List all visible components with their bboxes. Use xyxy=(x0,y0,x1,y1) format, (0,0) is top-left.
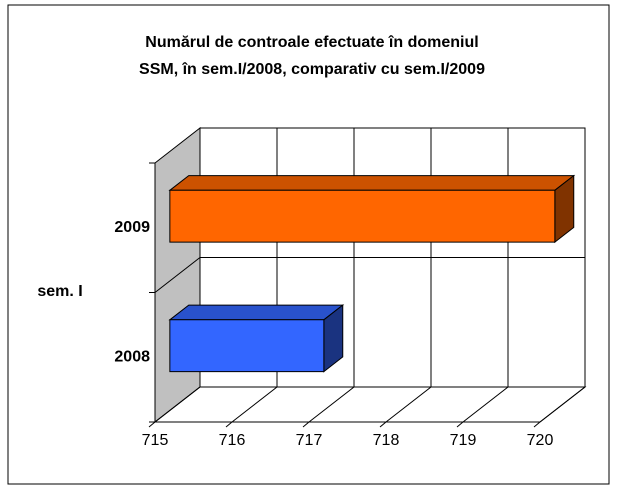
bar xyxy=(168,304,345,373)
chart-title: Numărul de controale efectuate în domeni… xyxy=(145,34,478,51)
x-tick-label: 718 xyxy=(373,432,400,449)
y-tick-label: 2009 xyxy=(114,219,150,236)
x-tick xyxy=(225,421,233,428)
y-tick-label: 2008 xyxy=(114,348,150,365)
chart-title: SSM, în sem.I/2008, comparativ cu sem.I/… xyxy=(139,61,485,78)
x-tick xyxy=(148,421,156,428)
x-tick-label: 715 xyxy=(142,432,169,449)
x-tick xyxy=(302,421,310,428)
x-tick-label: 720 xyxy=(527,432,554,449)
x-tick-label: 717 xyxy=(296,432,323,449)
x-tick-label: 716 xyxy=(219,432,246,449)
x-tick xyxy=(456,421,464,428)
grid-line xyxy=(539,128,586,423)
bar xyxy=(168,174,576,244)
x-tick xyxy=(379,421,387,428)
x-tick-label: 719 xyxy=(450,432,477,449)
bar-top xyxy=(168,175,576,191)
x-tick xyxy=(533,421,541,428)
y-axis-label: sem. I xyxy=(37,283,82,300)
bar-front xyxy=(169,319,325,373)
bar-front xyxy=(169,189,556,243)
floor xyxy=(153,386,587,423)
bar-top xyxy=(168,304,345,321)
